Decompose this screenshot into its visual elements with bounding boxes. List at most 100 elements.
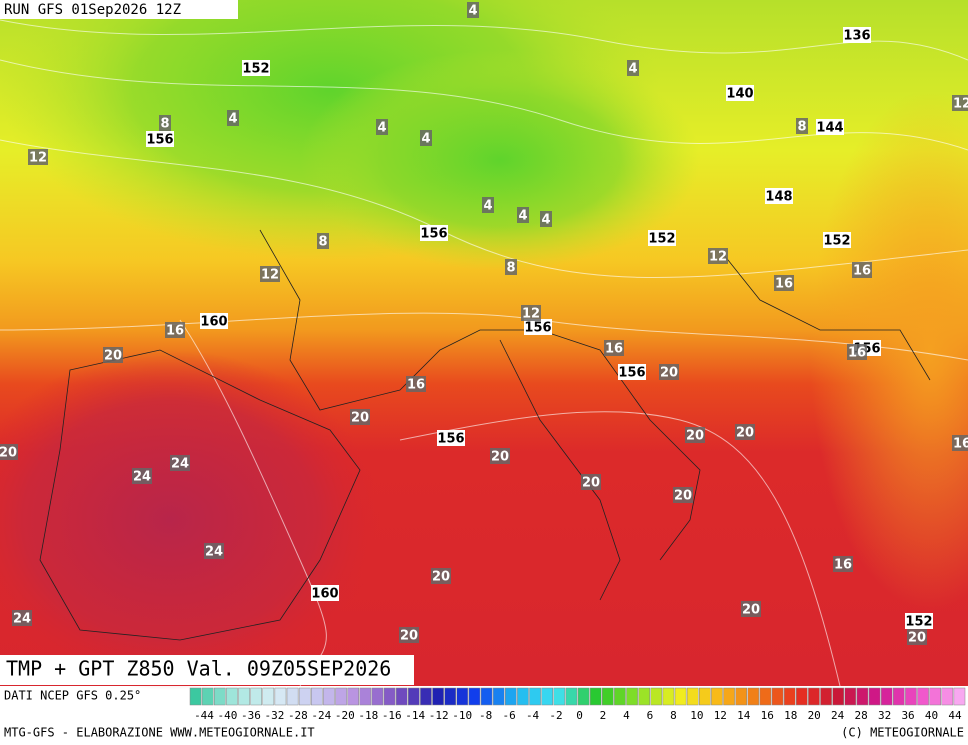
geopotential-label: 152 — [648, 232, 675, 247]
colorbar-cell — [468, 687, 481, 706]
colorbar-cell — [905, 687, 917, 706]
colorbar-label: 36 — [901, 709, 914, 722]
colorbar-label: -44 — [194, 709, 214, 722]
colorbar-cell — [614, 687, 626, 706]
coastlines — [39, 229, 931, 641]
temperature-box — [490, 448, 510, 464]
temperature-box — [735, 424, 755, 440]
geopotential-label: 156 — [618, 366, 645, 381]
colorbar-cell — [214, 687, 226, 706]
temperature-label: 20 — [491, 450, 509, 465]
run-label: RUN GFS 01Sep2026 12Z — [4, 2, 181, 18]
temperature-label: 4 — [228, 112, 237, 127]
colorbar-label: 16 — [761, 709, 774, 722]
colorbar-cell — [189, 687, 202, 706]
geopotential-box — [200, 313, 228, 329]
geopotential-label: 152 — [905, 615, 932, 630]
temperature-box — [847, 344, 867, 360]
temperature-box — [12, 610, 32, 626]
temperature-box — [350, 409, 370, 425]
temperature-label: 20 — [674, 489, 692, 504]
geopotential-label: 148 — [765, 190, 792, 205]
colorbar-cell — [262, 687, 275, 706]
geopotential-box — [146, 131, 174, 147]
temperature-label: 12 — [261, 268, 279, 283]
geopotential-label: 156 — [524, 321, 551, 336]
geopotential-box — [816, 119, 844, 135]
colorbar-cell — [783, 687, 796, 706]
colorbar-label: -4 — [526, 709, 540, 722]
geopotential-box — [437, 430, 465, 446]
temperature-label: 16 — [605, 342, 623, 357]
colorbar-cell — [686, 687, 699, 706]
geopotential-label: 152 — [823, 234, 850, 249]
temperature-box — [741, 601, 761, 617]
geopotential-label: 160 — [200, 315, 227, 330]
colorbar-label: -18 — [358, 709, 378, 722]
colorbar-label: -8 — [479, 709, 492, 722]
colorbar-label: -14 — [405, 709, 425, 722]
temperature-box — [165, 322, 185, 338]
colorbar-label: -32 — [264, 709, 284, 722]
temperature-box — [673, 487, 693, 503]
temperature-box — [132, 468, 152, 484]
colorbar-cell — [492, 687, 505, 706]
geopotential-box — [823, 232, 851, 248]
temperature-box — [517, 207, 529, 223]
colorbar-label: 4 — [623, 709, 630, 722]
colorbar-label: -24 — [311, 709, 331, 722]
colorbar-cell — [347, 687, 359, 706]
colorbar-label: 12 — [714, 709, 727, 722]
temperature-label: 8 — [506, 261, 515, 276]
warm-area — [810, 90, 968, 610]
colorbar-cell — [759, 687, 772, 706]
colorbar-label: -10 — [452, 709, 472, 722]
colorbar-cell — [941, 687, 954, 706]
temperature-label: 20 — [908, 631, 926, 646]
geopotential-box — [242, 60, 270, 76]
colorbar-cell — [238, 687, 250, 706]
colorbar-cell — [589, 687, 602, 706]
colorbar-cell — [480, 687, 493, 706]
colorbar-label: 40 — [925, 709, 938, 722]
temperature-label: 4 — [541, 213, 550, 228]
geopotential-label: 160 — [311, 587, 338, 602]
colorbar-label: -40 — [218, 709, 238, 722]
colorbar-cell — [711, 687, 723, 706]
temperature-label: 16 — [848, 346, 866, 361]
temperature-box — [260, 266, 280, 282]
colorbar-cell — [408, 687, 420, 706]
geopotential-label: 136 — [843, 29, 870, 44]
colorbar-label: 20 — [808, 709, 821, 722]
colorbar-cell — [723, 687, 735, 706]
temperature-label: 16 — [166, 324, 184, 339]
temperature-label: 4 — [628, 62, 637, 77]
colorbar-label: -16 — [382, 709, 402, 722]
colorbar-cell — [565, 687, 578, 706]
colorbar-label: -28 — [288, 709, 308, 722]
colorbar-cell — [383, 687, 396, 706]
geopotential-label: 156 — [146, 133, 173, 148]
colorbar-label: 8 — [670, 709, 677, 722]
temperature-box — [103, 347, 123, 363]
colorbar-label: 14 — [737, 709, 751, 722]
temperature-box — [482, 197, 494, 213]
temperature-box — [159, 115, 171, 131]
temperature-label: 12 — [709, 250, 727, 265]
colorbar-cell — [505, 687, 517, 706]
colorbar-cell — [201, 687, 214, 706]
temperature-label: 8 — [318, 235, 327, 250]
colorbar-cell — [335, 687, 347, 706]
colorbar-cell — [311, 687, 323, 706]
temperature-box — [399, 627, 419, 643]
temperature-label: 16 — [953, 437, 968, 452]
colorbar-label: 0 — [576, 709, 583, 722]
colorbar-cell — [832, 687, 844, 706]
colorbar-label: -36 — [241, 709, 261, 722]
geopotential-box — [726, 85, 754, 101]
credit-left: MTG-GFS - ELABORAZIONE WWW.METEOGIORNALE… — [4, 726, 315, 740]
colorbar-cell — [880, 687, 893, 706]
temperature-box — [505, 259, 517, 275]
colorbar-cell — [929, 687, 941, 706]
